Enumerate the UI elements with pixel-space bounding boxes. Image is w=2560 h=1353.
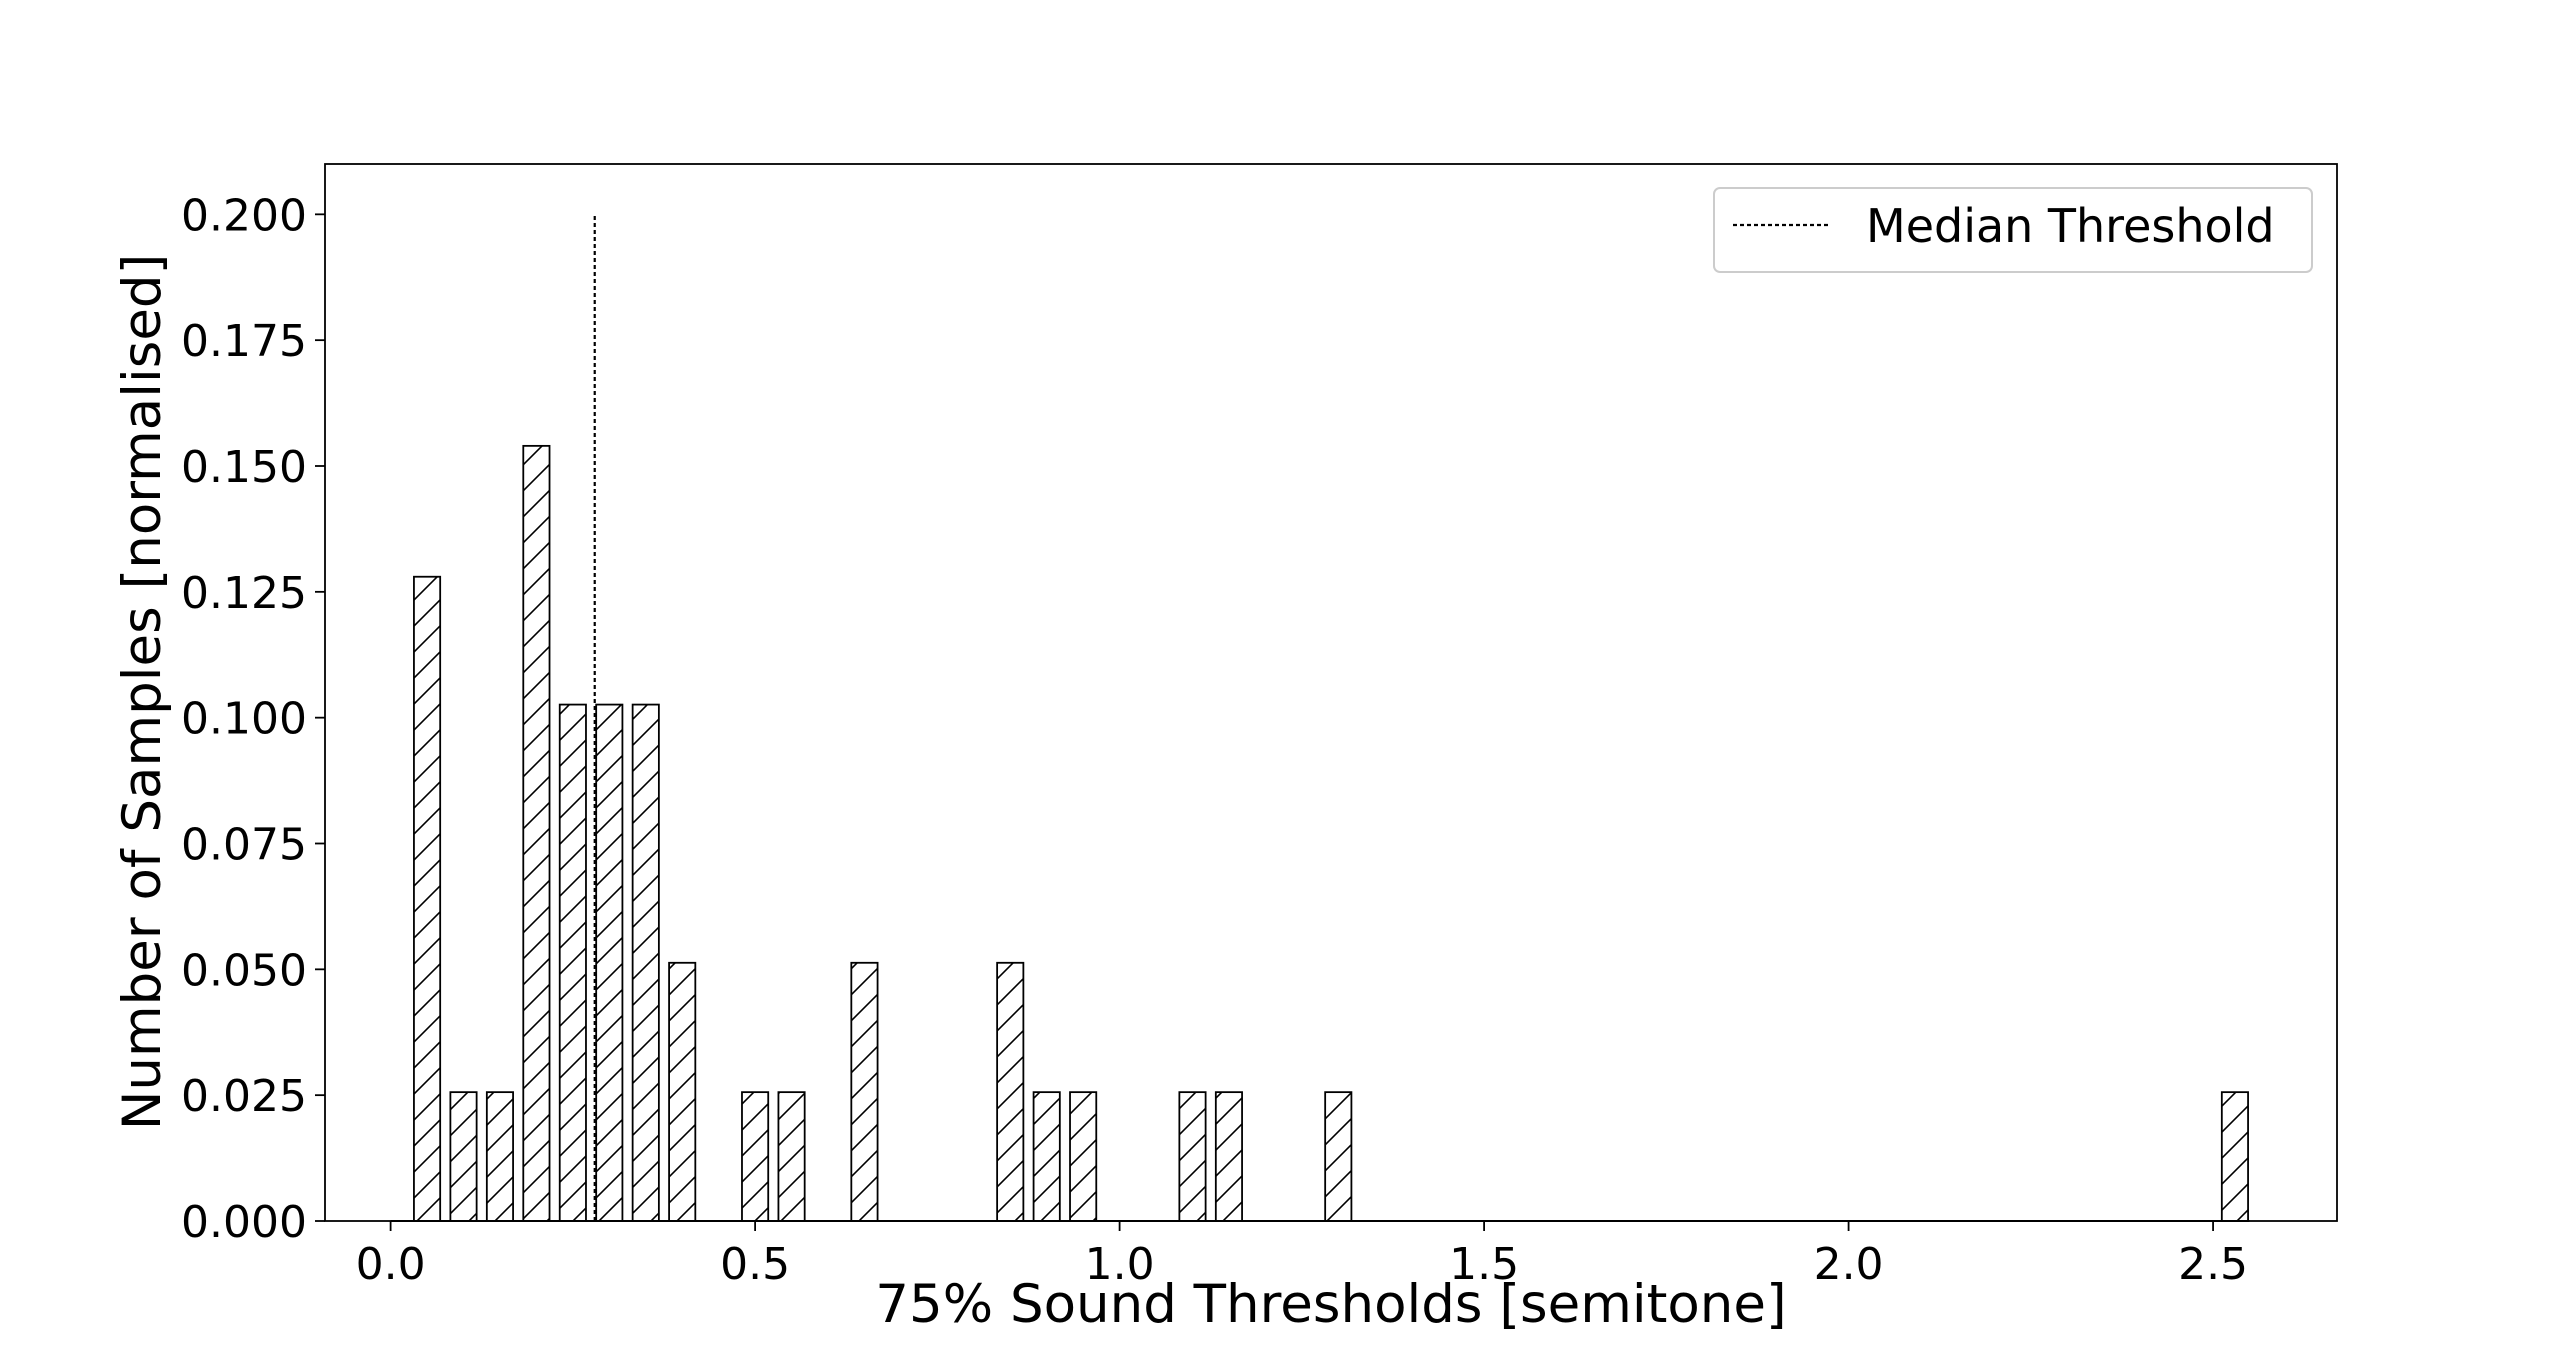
x-tick-label: 0.0 bbox=[356, 1239, 426, 1290]
x-axis-label: 75% Sound Thresholds [semitone] bbox=[875, 1274, 1786, 1335]
bar bbox=[631, 703, 660, 1222]
bars-layer bbox=[390, 444, 2250, 1222]
bar bbox=[1214, 1091, 1243, 1222]
y-tick-label: 0.150 bbox=[181, 442, 307, 493]
x-tick-label: 1.5 bbox=[1449, 1239, 1519, 1290]
bar bbox=[449, 1091, 478, 1222]
y-tick-label: 0.175 bbox=[181, 316, 307, 367]
x-axis-ticks: 0.0 0.5 1.0 1.5 2.0 2.5 bbox=[356, 1221, 2248, 1290]
x-tick-label: 2.0 bbox=[1814, 1239, 1884, 1290]
bar bbox=[485, 1091, 514, 1222]
bar bbox=[850, 961, 879, 1222]
bar bbox=[413, 575, 442, 1222]
bar bbox=[558, 703, 587, 1222]
bar bbox=[1069, 1091, 1098, 1222]
legend: Median Threshold bbox=[1713, 187, 2313, 273]
y-tick-label: 0.025 bbox=[181, 1071, 307, 1122]
bar bbox=[996, 961, 1025, 1222]
bar bbox=[668, 961, 697, 1222]
plot-area-frame bbox=[324, 163, 2338, 1222]
bar bbox=[595, 703, 624, 1222]
legend-box bbox=[1713, 187, 2313, 273]
y-tick-label: 0.000 bbox=[181, 1197, 307, 1248]
bar bbox=[777, 1091, 806, 1222]
legend-median-label: Median Threshold bbox=[1866, 199, 2275, 253]
bar bbox=[2220, 1091, 2249, 1222]
bar bbox=[741, 1091, 770, 1222]
x-tick-label: 0.5 bbox=[720, 1239, 790, 1290]
bar bbox=[1032, 1091, 1061, 1222]
y-tick-label: 0.125 bbox=[181, 568, 307, 619]
y-axis-ticks: 0.000 0.025 0.050 0.075 0.100 0.125 0.150 0.175… bbox=[181, 190, 325, 1248]
y-tick-label: 0.100 bbox=[181, 694, 307, 745]
bar bbox=[1178, 1091, 1207, 1222]
y-tick-label: 0.050 bbox=[181, 945, 307, 996]
bar bbox=[522, 444, 551, 1222]
bar bbox=[1324, 1091, 1353, 1222]
y-tick-label: 0.075 bbox=[181, 820, 307, 871]
x-tick-label: 1.0 bbox=[1085, 1239, 1155, 1290]
x-tick-label: 2.5 bbox=[2178, 1239, 2248, 1290]
y-axis-label: Number of Samples [normalised] bbox=[112, 254, 173, 1131]
y-tick-label: 0.200 bbox=[181, 190, 307, 241]
